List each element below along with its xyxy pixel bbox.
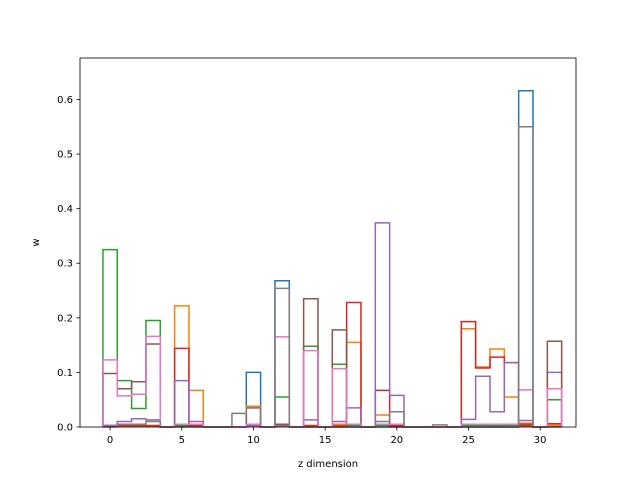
y-tick-label: 0.3 bbox=[57, 259, 73, 270]
y-tick-label: 0.1 bbox=[57, 368, 73, 379]
y-tick-label: 0.5 bbox=[57, 150, 73, 161]
x-tick-label: 20 bbox=[390, 435, 403, 446]
y-tick-label: 0.4 bbox=[57, 204, 73, 215]
x-tick-label: 10 bbox=[247, 435, 260, 446]
axes-frame bbox=[79, 57, 577, 428]
x-tick-label: 5 bbox=[179, 435, 185, 446]
x-tick-label: 0 bbox=[107, 435, 113, 446]
x-axis-label: z dimension bbox=[298, 459, 358, 470]
y-axis-label: w bbox=[31, 238, 42, 246]
x-tick-label: 15 bbox=[319, 435, 332, 446]
x-tick-label: 25 bbox=[462, 435, 475, 446]
x-axis: 0 5 10 15 20 25 30 bbox=[107, 427, 547, 446]
y-tick-label: 0.0 bbox=[57, 423, 73, 434]
plot-area bbox=[102, 90, 563, 428]
y-tick-label: 0.2 bbox=[57, 313, 73, 324]
y-axis: 0.0 0.1 0.2 0.3 0.4 0.5 0.6 bbox=[57, 95, 80, 434]
y-tick-label: 0.6 bbox=[57, 95, 73, 106]
x-tick-label: 30 bbox=[534, 435, 547, 446]
